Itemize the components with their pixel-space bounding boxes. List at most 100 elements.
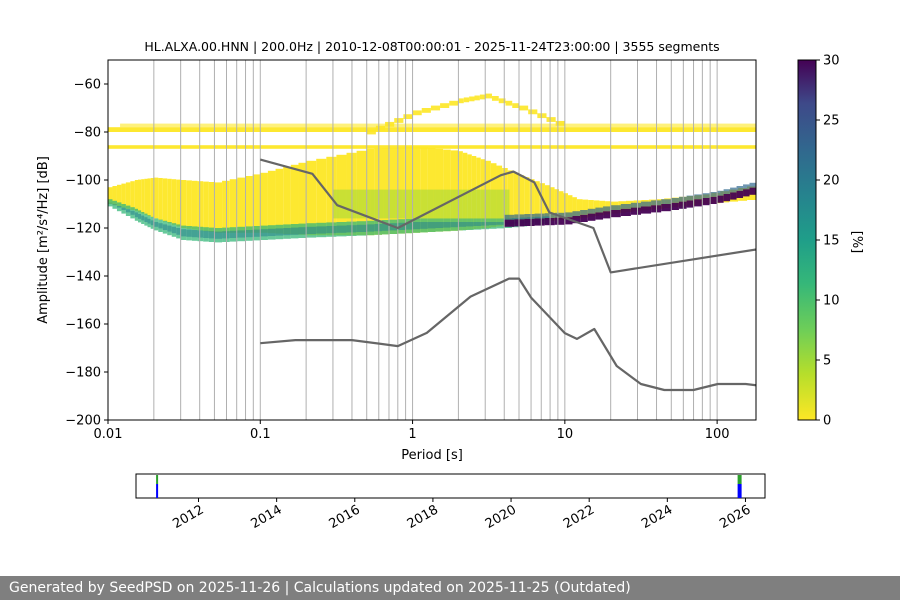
chart-title: HL.ALXA.00.HNN | 200.0Hz | 2010-12-08T00… [144,39,719,54]
psd-cell [229,230,238,238]
psd-cell [503,189,510,219]
psd-cell [141,179,145,214]
psd-cell [534,218,545,226]
psd-cell [316,158,327,236]
psd-cell [153,177,159,219]
psd-cell [383,189,390,219]
psd-cell [694,194,702,200]
psd-cell [595,212,604,220]
psd-cell [260,172,268,233]
low-noise-model-line [260,277,756,392]
psd-cell [587,208,596,214]
psd-cell [524,177,530,223]
colorbar-ticks: 0 5 10 15 20 25 30 [816,54,840,429]
psd-cell [496,189,504,219]
psd-plot: 0.01 0.1 1 10 100 −60 −80 −100 −120 −140 −160 −180… [65,59,757,442]
psd-cell [245,176,253,233]
timeline-frame [135,473,766,499]
timeline-tick-label: 2016 [327,502,363,532]
timeline-tick-label: 2012 [170,502,206,532]
psd-cell [730,192,737,200]
psd-cell [504,214,515,220]
timeline-segments [156,475,742,498]
psd-cell [260,229,268,237]
psd-cell [374,224,383,232]
psd-cell [108,199,113,207]
psd-cell [630,207,641,215]
y-tick-label: −80 [74,126,101,141]
psd-cell [686,195,695,201]
psd-cell [186,180,192,229]
psd-cell [197,181,204,231]
colorbar-tick-label: 25 [823,114,840,129]
psd-cell [222,180,230,233]
psd-cell [345,189,352,219]
psd-cell [555,120,565,126]
psd-cell [513,172,520,224]
colorbar-label: [%] [849,231,864,254]
psd-cell [275,228,284,236]
psd-cell [370,189,378,219]
colorbar: 0 5 10 15 20 25 30 [%] [797,54,864,429]
psd-cell [112,204,117,206]
psd-cell [116,206,122,208]
psd-cell [546,117,556,122]
footer-bar: Generated by SeedPSD on 2025-11-26 | Cal… [0,576,900,600]
psd-cell [191,230,198,238]
x-axis: 0.01 0.1 1 10 100 [94,420,730,442]
psd-cell [671,198,679,203]
psd-cell [208,182,215,232]
psd-cell [412,222,421,230]
psd-cell [191,180,198,230]
timeline-segment-top [737,475,742,484]
psd-cell [433,189,441,219]
psd-cell [150,220,154,226]
psd-cell [167,225,172,232]
psd-cell [147,218,151,224]
grid-lines [108,60,718,420]
psd-cell [519,105,529,111]
psd-cell [408,189,415,219]
psd-cell [427,222,436,229]
timeline-plot: 2012 2014 2016 2018 2020 2022 2024 2026 [135,473,766,532]
psd-cell [326,156,337,236]
psd-cell [572,211,581,216]
timeline-segment-top [156,475,159,484]
psd-cell [214,231,223,239]
psd-cell [458,98,464,104]
psd-cell [661,199,672,204]
psd-cell [375,125,386,131]
psd-cell [176,179,181,227]
psd-cell [603,206,611,212]
psd-cell [214,182,223,233]
psd-cell [576,199,583,219]
psd-cell [701,193,710,198]
psd-cell [446,189,453,219]
psd-cell [245,230,253,238]
psd-cell [459,189,466,219]
psd-cell [479,94,486,100]
psd-cell [420,222,428,229]
timeline-tick-label: 2014 [248,502,284,532]
psd-cell [421,108,431,113]
psd-cell [134,180,138,212]
psd-cell [504,219,515,227]
psd-cell [153,222,159,227]
psd-cell [723,189,731,194]
psd-cell [252,229,261,237]
noise-model-lines [260,158,756,392]
psd-cell [474,95,480,101]
psd-cell [449,100,459,106]
timeline-axis: 2012 2014 2016 2018 2020 2022 2024 2026 [170,498,753,532]
psd-cell [326,226,337,234]
high-noise-model-line [260,158,756,274]
x-tick-label: 10 [557,427,574,442]
psd-cell [484,189,491,219]
y-tick-label: −100 [65,174,101,189]
psd-cell [588,200,594,217]
psd-cell [661,204,672,212]
psd-cell [125,182,131,209]
psd-cell [544,185,551,222]
psd-cell [559,191,564,220]
psd-cell [290,227,299,235]
